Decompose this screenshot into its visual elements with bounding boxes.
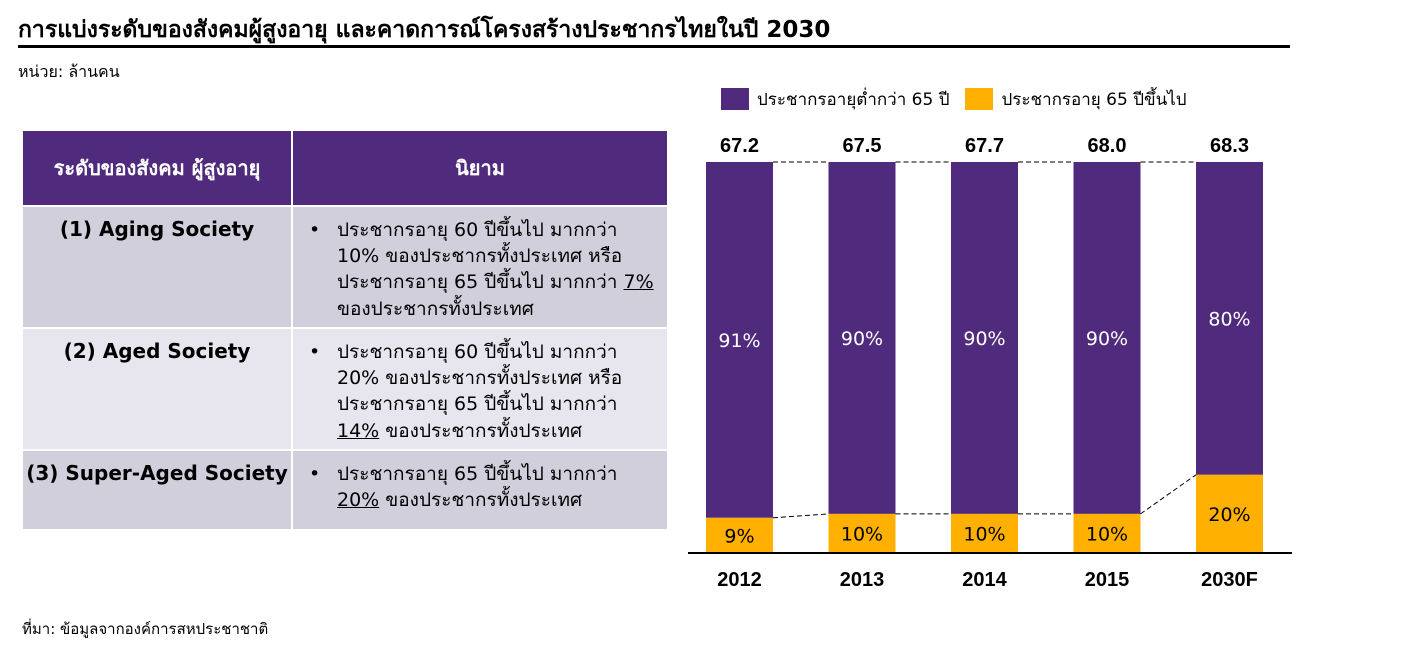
bar-under-65 [951, 162, 1018, 514]
definition-text: ประชากรอายุ 60 ปีขึ้นไป มากกว่า 10% ของป… [337, 219, 624, 294]
table-header-level: ระดับของสังคม ผู้สูงอายุ [21, 129, 293, 207]
table-row: (2) Aged Society • ประชากรอายุ 60 ปีขึ้น… [21, 327, 669, 451]
legend-label: ประชากรอายุ 65 ปีขึ้นไป [1001, 89, 1187, 110]
total-label: 68.3 [1210, 135, 1249, 157]
bullet-icon: • [309, 463, 321, 485]
chart-legend: ประชากรอายุต่ำกว่า 65 ปี ประชากรอายุ 65 … [721, 87, 1203, 111]
x-axis-tick-label: 2015 [1085, 569, 1130, 591]
bar-under-65 [706, 162, 773, 518]
data-label-under-65: 90% [841, 328, 883, 350]
x-axis-tick-label: 2030F [1201, 569, 1258, 591]
connector-line-boundary [1140, 474, 1197, 515]
definition-text-end: ของประชากรทั้งประเทศ [379, 489, 583, 512]
bar-65-plus [706, 517, 773, 553]
threshold-value: 7% [623, 271, 654, 294]
population-stacked-bar-chart: 91% 9% 67.2 2012 90% 10% 67.5 2013 90% 10% 67.7 201… [688, 135, 1292, 591]
legend-label: ประชากรอายุต่ำกว่า 65 ปี [757, 89, 950, 110]
table-header-row: ระดับของสังคม ผู้สูงอายุ นิยาม [21, 129, 669, 207]
legend-item-under-65: ประชากรอายุต่ำกว่า 65 ปี [721, 86, 949, 113]
total-label: 67.2 [720, 135, 759, 157]
x-axis-tick-label: 2014 [962, 569, 1007, 591]
bar-65-plus [1196, 474, 1263, 553]
bullet-icon: • [309, 341, 321, 363]
level-name: (3) Super-Aged Society [21, 449, 293, 531]
threshold-value: 14% [337, 419, 380, 442]
bar-65-plus [828, 513, 896, 553]
unit-label: หน่วย: ล้านคน [18, 62, 120, 81]
bar-under-65 [828, 162, 896, 514]
threshold-value: 20% [337, 489, 380, 512]
level-definition: • ประชากรอายุ 60 ปีขึ้นไป มากกว่า 10% ขอ… [291, 205, 669, 329]
definition-text-end: ของประชากรทั้งประเทศ [337, 297, 534, 320]
bar-65-plus [1073, 513, 1141, 553]
data-label-65-plus: 20% [1208, 504, 1250, 526]
source-note: ที่มา: ข้อมูลจากองค์การสหประชาชาติ [22, 620, 269, 638]
total-label: 67.7 [965, 135, 1004, 157]
table-row: (3) Super-Aged Society • ประชากรอายุ 65 … [21, 449, 669, 531]
legend-item-65-plus: ประชากรอายุ 65 ปีขึ้นไป [965, 86, 1187, 113]
level-definition: • ประชากรอายุ 60 ปีขึ้นไป มากกว่า 20% ขอ… [291, 327, 669, 451]
data-label-under-65: 80% [1208, 308, 1250, 330]
total-label: 67.5 [843, 135, 882, 157]
x-axis-tick-label: 2013 [840, 569, 885, 591]
aging-levels-table: ระดับของสังคม ผู้สูงอายุ นิยาม (1) Aging… [21, 129, 669, 531]
definition-text-end: ของประชากรทั้งประเทศ [379, 419, 583, 442]
data-label-65-plus: 9% [724, 525, 754, 547]
bar-under-65 [1073, 162, 1141, 514]
data-label-under-65: 90% [963, 328, 1005, 350]
level-name: (1) Aging Society [21, 205, 293, 329]
data-label-under-65: 90% [1086, 328, 1128, 350]
bar-under-65 [1196, 162, 1263, 475]
definition-text: ประชากรอายุ 65 ปีขึ้นไป มากกว่า [337, 463, 618, 485]
x-axis-tick-label: 2012 [717, 569, 762, 591]
level-definition: • ประชากรอายุ 65 ปีขึ้นไป มากกว่า 20% ขอ… [291, 449, 669, 531]
bar-65-plus [951, 513, 1018, 553]
bullet-icon: • [309, 219, 321, 241]
connector-line-boundary [772, 513, 829, 519]
table-header-definition: นิยาม [291, 129, 669, 207]
legend-swatch-purple [721, 88, 749, 110]
data-label-under-65: 91% [718, 330, 760, 352]
data-label-65-plus: 10% [841, 523, 883, 545]
data-label-65-plus: 10% [1086, 523, 1128, 545]
title-divider [18, 45, 1290, 48]
level-name: (2) Aged Society [21, 327, 293, 451]
page-title: การแบ่งระดับของสังคมผู้สูงอายุ และคาดการ… [18, 17, 831, 43]
data-label-65-plus: 10% [963, 523, 1005, 545]
definition-text: ประชากรอายุ 60 ปีขึ้นไป มากกว่า 20% ของป… [337, 341, 623, 416]
total-label: 68.0 [1088, 135, 1127, 157]
table-row: (1) Aging Society • ประชากรอายุ 60 ปีขึ้… [21, 205, 669, 329]
legend-swatch-gold [965, 88, 994, 110]
